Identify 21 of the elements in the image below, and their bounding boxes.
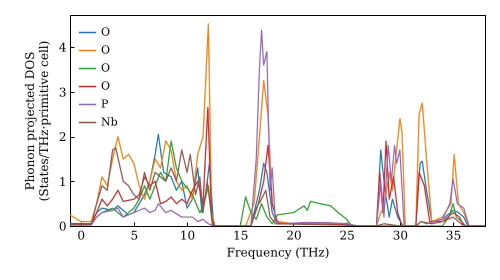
legend-label: O bbox=[101, 80, 110, 92]
legend-label: O bbox=[101, 62, 110, 74]
x-tick-label: 30 bbox=[392, 228, 408, 242]
y-tick-label: 4 bbox=[58, 40, 67, 55]
y-tick-label: 3 bbox=[58, 85, 66, 100]
x-tick-label: 35 bbox=[446, 228, 462, 242]
x-axis-title: Frequency (THz) bbox=[226, 246, 330, 260]
x-tick-label: 5 bbox=[130, 228, 138, 242]
y-tick-label: 2 bbox=[58, 130, 66, 144]
legend-label: O bbox=[101, 26, 110, 38]
legend-label: Nb bbox=[101, 116, 118, 128]
y-tick-label: 1 bbox=[58, 174, 66, 189]
y-axis-title: Phonon projected DOS (States/THz·primitive cell) bbox=[22, 40, 51, 202]
x-tick-label: 0 bbox=[77, 228, 85, 242]
legend-label: P bbox=[101, 98, 109, 110]
x-tick-label: 25 bbox=[340, 228, 355, 242]
y-tick-label: 0 bbox=[58, 220, 66, 234]
x-tick-label: 10 bbox=[180, 228, 196, 242]
legend-label: O bbox=[101, 44, 110, 56]
x-tick-label: 15 bbox=[233, 228, 248, 242]
x-tick-label: 20 bbox=[286, 228, 302, 242]
